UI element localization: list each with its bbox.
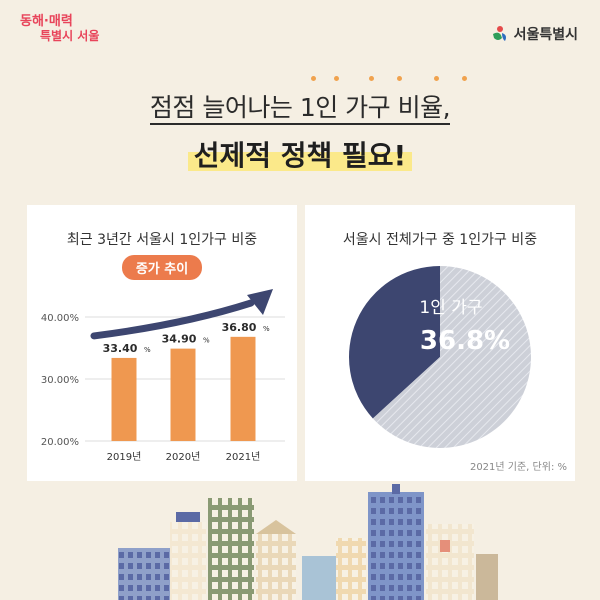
pie-chart-panel: 서울시 전체가구 중 1인가구 비중 1인 가구 36.8% 2021년 기준, … bbox=[305, 205, 575, 481]
y-tick-label: 20.00% bbox=[41, 437, 79, 448]
pie-slice-value: 36.8% bbox=[420, 326, 510, 356]
trend-badge: 증가 추이 bbox=[121, 255, 203, 280]
brand-slogan: 동해·매력 특별시 서울 bbox=[20, 14, 120, 44]
x-category-label: 2019년 bbox=[107, 451, 142, 463]
headline-emphasis-dots bbox=[0, 76, 600, 86]
pie-chart-title: 서울시 전체가구 중 1인가구 비중 bbox=[342, 232, 538, 248]
trend-arrow-head bbox=[247, 289, 273, 315]
bar-chart-title: 최근 3년간 서울시 1인가구 비중 bbox=[66, 232, 258, 248]
pie-slice-label: 1인 가구 bbox=[419, 298, 482, 318]
pie-chart: 1인 가구 36.8% bbox=[349, 266, 531, 448]
bar-value-label: 33.40 bbox=[103, 342, 138, 355]
pie-slice-single-household bbox=[349, 266, 440, 419]
y-tick-label: 40.00% bbox=[41, 313, 79, 324]
bar-chart: 20.00% 30.00% 40.00% 33.40 % 2019년 34.90 % 2020년… bbox=[41, 289, 285, 463]
bar bbox=[111, 357, 137, 441]
headline-line2: 선제적 정책 필요! bbox=[187, 134, 413, 174]
seoul-emblem-icon bbox=[492, 26, 506, 41]
bar-value-label: 36.80 bbox=[222, 321, 257, 334]
trend-arrow-line bbox=[90, 299, 255, 340]
bar-value-label: 34.90 bbox=[162, 333, 197, 346]
seoul-logo: 서울특별시 bbox=[490, 24, 578, 44]
bar bbox=[230, 336, 256, 441]
y-tick-label: 30.00% bbox=[41, 375, 79, 386]
bar-value-unit: % bbox=[203, 337, 210, 345]
headline-line1: 점점 늘어나는 1인 가구 비율, bbox=[0, 88, 600, 125]
x-category-label: 2020년 bbox=[166, 451, 201, 463]
brand-slogan-line1: 동해·매력 bbox=[20, 14, 73, 29]
pie-slice-other-households bbox=[372, 266, 531, 448]
city-skyline-illustration bbox=[118, 484, 498, 600]
bar-value-unit: % bbox=[263, 325, 270, 333]
bar bbox=[170, 348, 196, 441]
pie-chart-footnote: 2021년 기준, 단위: % bbox=[469, 462, 567, 473]
seoul-logo-text: 서울특별시 bbox=[513, 27, 578, 43]
x-category-label: 2021년 bbox=[226, 451, 261, 463]
brand-slogan-line2: 특별시 서울 bbox=[40, 29, 100, 43]
bar-chart-panel: 최근 3년간 서울시 1인가구 비중 증가 추이 20.00% 30.00% 40.… bbox=[27, 205, 297, 481]
bar-value-unit: % bbox=[144, 346, 151, 354]
